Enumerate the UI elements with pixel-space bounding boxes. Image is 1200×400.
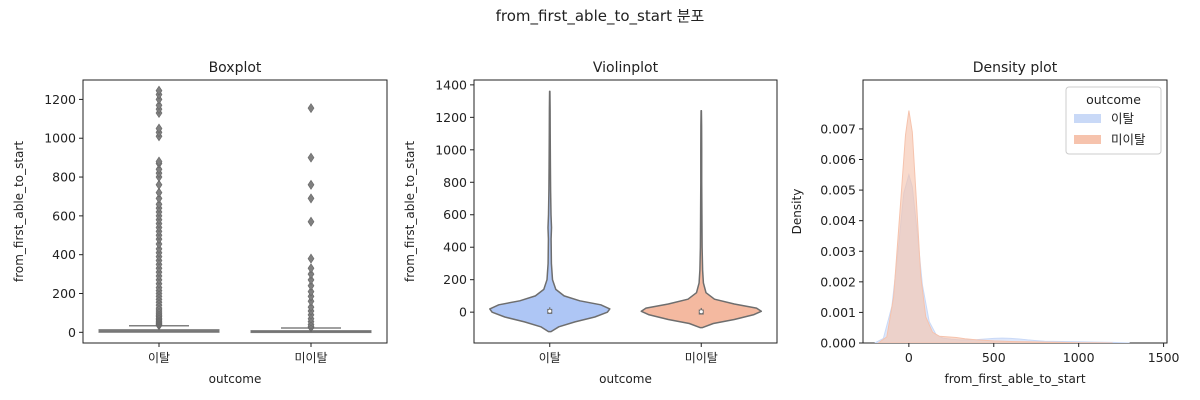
- box-outlier-point: [307, 263, 315, 274]
- box-outlier-point: [155, 179, 163, 190]
- box-outlier-point: [155, 85, 163, 96]
- y-tick-label: 0.004: [820, 213, 856, 228]
- box-outlier-point: [155, 187, 163, 198]
- y-tick-label: 400: [443, 240, 467, 255]
- x-tick-label: 500: [982, 350, 1006, 365]
- x-axis-label: from_first_able_to_start: [944, 372, 1085, 386]
- violin-body: [640, 110, 763, 329]
- legend-swatch: [1074, 135, 1101, 144]
- legend-swatch: [1074, 114, 1101, 123]
- box-outlier-point: [307, 152, 315, 163]
- legend-label: 이탈: [1111, 111, 1135, 126]
- y-tick-label: 800: [443, 175, 467, 190]
- panel-title: Violinplot: [593, 60, 659, 76]
- density-panel: Density plot from_first_able_to_start Dens…: [790, 60, 1180, 386]
- plot-frame: [473, 79, 778, 344]
- violin-body: [489, 90, 611, 333]
- box-outlier-point: [307, 253, 315, 264]
- box-outlier-point: [155, 193, 163, 204]
- box-outlier-point: [155, 100, 163, 111]
- y-tick-label: 0.005: [820, 183, 856, 198]
- y-tick-label: 600: [443, 207, 467, 222]
- y-tick-label: 0.000: [820, 336, 856, 351]
- box-outlier-point: [307, 179, 315, 190]
- box-outlier-point: [307, 269, 315, 280]
- y-tick-label: 1200: [435, 110, 467, 125]
- x-tick-label: 미이탈: [685, 351, 718, 365]
- y-tick-label: 800: [52, 170, 76, 185]
- panel-title: Density plot: [973, 60, 1058, 76]
- y-tick-label: 0.003: [820, 244, 856, 259]
- y-tick-label: 400: [52, 247, 76, 262]
- box-outlier-point: [155, 156, 163, 167]
- y-axis-label: from_first_able_to_start: [12, 141, 26, 282]
- panel-title: Boxplot: [209, 60, 262, 76]
- box-outlier-point: [307, 280, 315, 291]
- density-area: [877, 110, 1113, 343]
- x-tick-label: 이탈: [148, 351, 170, 365]
- x-axis-label: outcome: [599, 372, 652, 386]
- x-tick-label: 1500: [1148, 350, 1180, 365]
- y-tick-label: 0: [68, 325, 76, 340]
- x-tick-label: 1000: [1063, 350, 1095, 365]
- y-tick-label: 1000: [44, 131, 76, 146]
- y-tick-label: 1200: [44, 92, 76, 107]
- y-tick-label: 1000: [435, 142, 467, 157]
- box-outlier-point: [307, 103, 315, 114]
- y-tick-label: 0.002: [820, 274, 856, 289]
- y-tick-label: 0: [459, 305, 467, 320]
- box-outlier-point: [307, 274, 315, 285]
- y-tick-label: 0.001: [820, 305, 856, 320]
- y-axis-label: Density: [790, 189, 804, 235]
- y-tick-label: 0.007: [820, 121, 856, 136]
- figure-title: from_first_able_to_start 분포: [496, 7, 705, 26]
- plot-frame: [82, 79, 388, 344]
- x-tick-label: 0: [905, 350, 913, 365]
- box-outlier-point: [307, 302, 315, 313]
- y-tick-label: 200: [52, 286, 76, 301]
- y-tick-label: 0.006: [820, 152, 856, 167]
- legend-title: outcome: [1086, 92, 1141, 107]
- box-outlier-point: [307, 193, 315, 204]
- x-tick-label: 이탈: [539, 351, 561, 365]
- box-outlier-point: [307, 286, 315, 297]
- box-outlier-point: [307, 216, 315, 227]
- box-outlier-point: [155, 164, 163, 175]
- violinplot-panel: Violinplot outcome from_first_able_to_star…: [403, 60, 778, 386]
- violin-median-point: [548, 309, 552, 313]
- box-outlier-point: [155, 123, 163, 134]
- legend-label: 미이탈: [1111, 132, 1146, 147]
- y-tick-label: 200: [443, 272, 467, 287]
- boxplot-panel: Boxplot outcome from_first_able_to_start 0 2…: [12, 60, 388, 386]
- x-axis-label: outcome: [209, 372, 262, 386]
- x-tick-label: 미이탈: [294, 351, 327, 365]
- violin-median-point: [699, 310, 703, 314]
- box-outlier-point: [155, 199, 163, 210]
- y-axis-label: from_first_able_to_start: [403, 141, 417, 282]
- y-tick-label: 600: [52, 208, 76, 223]
- y-tick-label: 1400: [435, 77, 467, 92]
